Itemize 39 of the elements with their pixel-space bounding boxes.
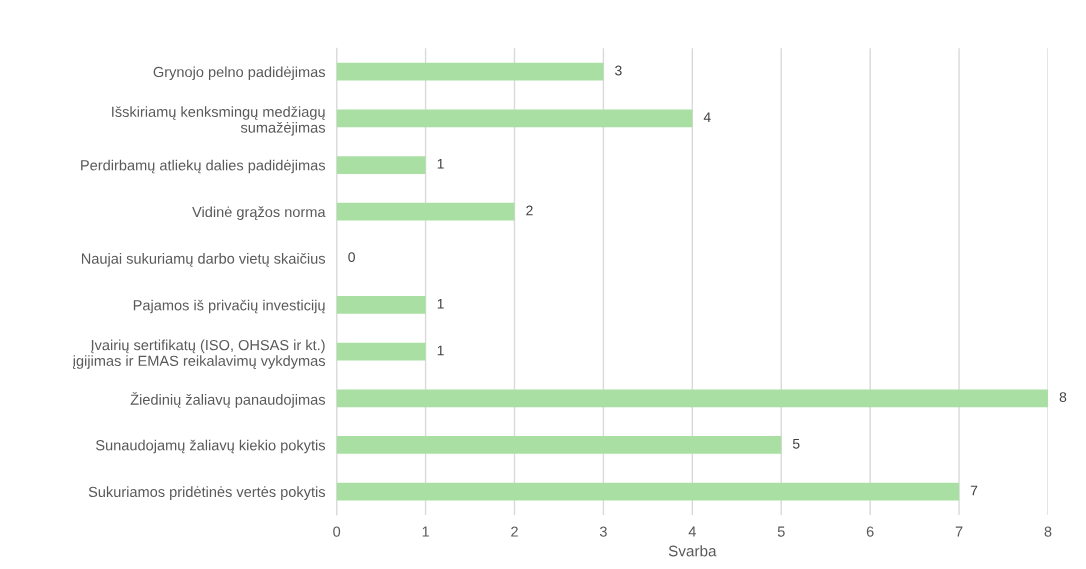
y-tick-label: Vidinė grąžos norma [192,206,326,221]
data-label: 2 [526,205,533,216]
bar [336,62,604,81]
data-label: 3 [615,65,622,76]
data-label: 1 [437,345,444,356]
x-tick-label: 0 [333,526,341,537]
data-label: 7 [970,485,978,496]
bar [336,296,426,314]
bar [336,389,1048,408]
y-tick-label: Naujai sukuriamų darbo vietų skaičius [81,253,326,267]
x-tick-label: 5 [777,526,785,537]
data-label: 1 [437,299,444,309]
x-tick-label: 2 [511,526,518,537]
x-axis-title: Svarba [668,545,717,557]
x-tick-label: 4 [688,526,696,537]
data-label: 4 [703,112,711,122]
bar [336,156,426,174]
y-tick-label: Sukuriamos pridėtinės vertės pokytis [88,486,326,500]
x-tick-label: 6 [866,526,874,537]
x-tick-label: 1 [422,526,429,537]
data-label: 5 [792,438,800,449]
bar [336,342,426,361]
bar [336,109,693,128]
data-label: 8 [1059,392,1067,403]
x-tick-label: 3 [599,526,607,537]
bar [336,482,960,501]
y-tick-label: Sunaudojamų žaliavų kiekio pokytis [96,439,326,454]
x-tick-label: 7 [955,526,963,537]
y-tick-label: Pajamos iš privačių investicijų [133,299,325,314]
bar [336,436,782,454]
y-tick-label: Įvairių sertifikatų (ISO, OHSAS ir kt.) įgijimas ir EMAS reikalavimų vykdymas [72,339,326,369]
y-tick-label: Grynojo pelno padidėjimas [153,66,326,80]
y-tick-label: Žiedinių žaliavų panaudojimas [130,391,326,408]
data-label: 1 [437,159,444,169]
data-label: 0 [348,252,355,263]
x-tick-label: 8 [1044,526,1052,537]
y-tick-label: Perdirbamų atliekų dalies padidėjimas [81,159,326,174]
bar [336,202,515,221]
y-tick-label: Išskiriamų kenksmingų medžiagų sumažėjimas [112,106,326,136]
